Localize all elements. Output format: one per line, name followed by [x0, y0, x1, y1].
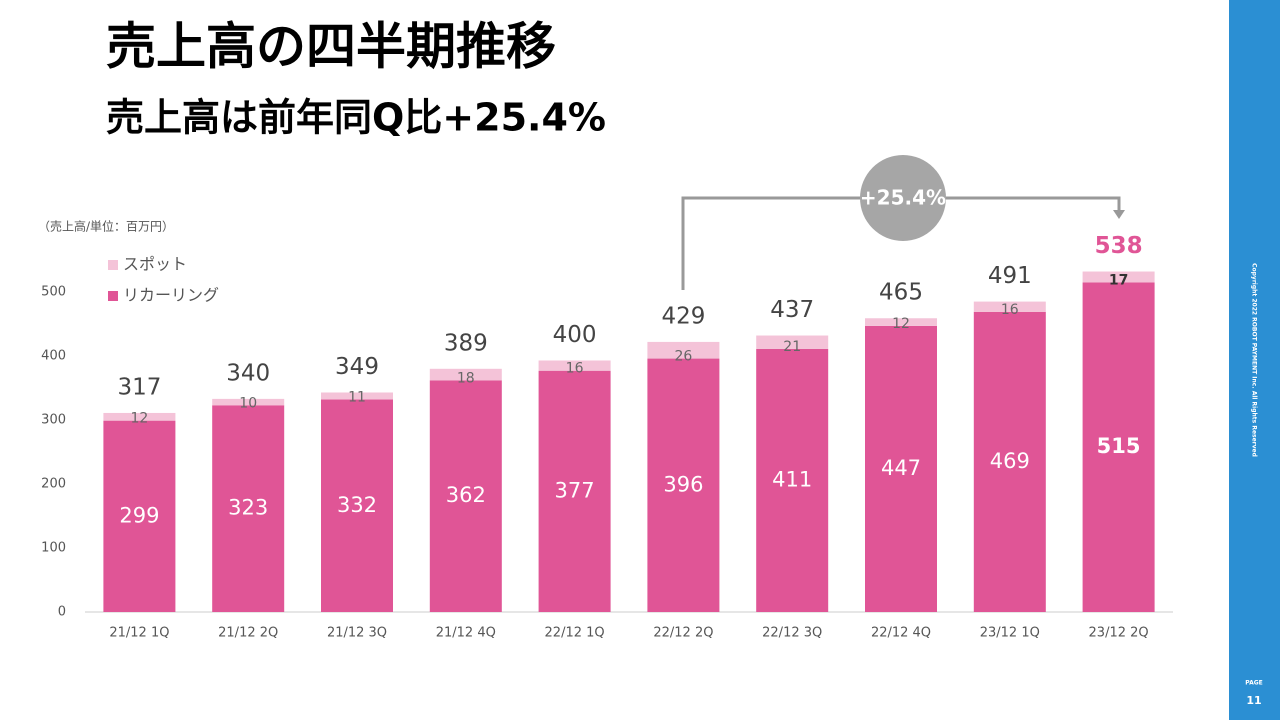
- value-label: 323: [228, 496, 268, 520]
- bar-segment: [212, 405, 285, 612]
- value-label: 12: [892, 316, 910, 332]
- legend-label: スポット: [123, 255, 187, 274]
- bar-segment: [1082, 271, 1155, 283]
- value-label: 332: [337, 493, 377, 517]
- copyright: Copyright 2022 ROBOT PAYMENT Inc. All Ri…: [1251, 263, 1258, 457]
- value-label: 12: [130, 411, 148, 427]
- total-label: 429: [661, 303, 705, 329]
- value-label: 18: [457, 370, 475, 386]
- x-tick-label: 23/12 1Q: [980, 626, 1040, 641]
- total-label: 340: [226, 360, 270, 386]
- bar-segment: [973, 301, 1046, 312]
- bar-segment: [538, 370, 611, 612]
- legend-swatch: [108, 291, 118, 301]
- y-tick-label: 200: [41, 477, 66, 492]
- value-label: 515: [1097, 434, 1141, 458]
- bar-segment: [756, 348, 829, 612]
- bar-segment: [429, 368, 502, 381]
- value-label: 26: [674, 349, 692, 365]
- bar-segment: [973, 311, 1046, 612]
- x-tick-label: 23/12 2Q: [1089, 626, 1149, 641]
- bar-segment: [321, 399, 393, 612]
- value-label: 377: [555, 478, 595, 502]
- bar-segment: [865, 325, 937, 612]
- x-tick-label: 22/12 4Q: [871, 626, 931, 641]
- bar-segment: [1082, 282, 1155, 612]
- total-label: 538: [1095, 233, 1143, 259]
- x-tick-label: 22/12 3Q: [762, 626, 822, 641]
- total-label: 465: [879, 280, 923, 306]
- x-tick-label: 22/12 1Q: [545, 626, 605, 641]
- bar-segment: [647, 341, 720, 359]
- growth-label: +25.4%: [860, 186, 946, 210]
- x-tick-label: 22/12 2Q: [653, 626, 713, 641]
- total-label: 491: [988, 263, 1032, 289]
- total-label: 400: [553, 322, 597, 348]
- title: 売上高の四半期推移: [106, 18, 556, 76]
- sidebar: [1229, 0, 1280, 720]
- total-label: 437: [770, 297, 814, 323]
- legend-swatch: [108, 260, 118, 270]
- value-label: 396: [663, 472, 703, 496]
- value-label: 362: [446, 483, 486, 507]
- bar-segment: [538, 360, 611, 371]
- x-tick-label: 21/12 1Q: [109, 626, 169, 641]
- x-tick-label: 21/12 3Q: [327, 626, 387, 641]
- value-label: 469: [990, 449, 1030, 473]
- value-label: 16: [566, 361, 584, 377]
- total-label: 317: [117, 374, 161, 400]
- x-tick-label: 21/12 2Q: [218, 626, 278, 641]
- value-label: 447: [881, 456, 921, 480]
- bar-segment: [865, 318, 937, 326]
- total-label: 349: [335, 354, 379, 380]
- bar-segment: [212, 398, 285, 406]
- subtitle: 売上高は前年同Q比+25.4%: [106, 96, 606, 140]
- value-label: 411: [772, 467, 812, 491]
- unit-note: （売上高/単位：百万円）: [38, 219, 174, 234]
- y-tick-label: 300: [41, 413, 66, 428]
- growth-bubble: [860, 155, 946, 241]
- value-label: 17: [1109, 272, 1128, 288]
- page-label: PAGE: [1245, 680, 1263, 687]
- bar-segment: [103, 412, 176, 421]
- y-tick-label: 100: [41, 541, 66, 556]
- legend-label: リカーリング: [123, 286, 219, 305]
- bar-segment: [321, 392, 393, 400]
- bar-segment: [756, 335, 829, 349]
- y-tick-label: 400: [41, 349, 66, 364]
- page-number: 11: [1246, 694, 1261, 707]
- bar-segment: [647, 358, 720, 612]
- value-label: 16: [1001, 302, 1019, 318]
- y-tick-label: 500: [41, 285, 66, 300]
- value-label: 21: [783, 339, 801, 355]
- value-label: 11: [348, 390, 366, 406]
- total-label: 389: [444, 330, 488, 356]
- value-label: 299: [119, 503, 159, 527]
- y-tick-label: 0: [58, 605, 66, 620]
- value-label: 10: [239, 395, 257, 411]
- bar-segment: [429, 380, 502, 612]
- arrow-head: [1113, 210, 1125, 219]
- bar-segment: [103, 420, 176, 612]
- x-tick-label: 21/12 4Q: [436, 626, 496, 641]
